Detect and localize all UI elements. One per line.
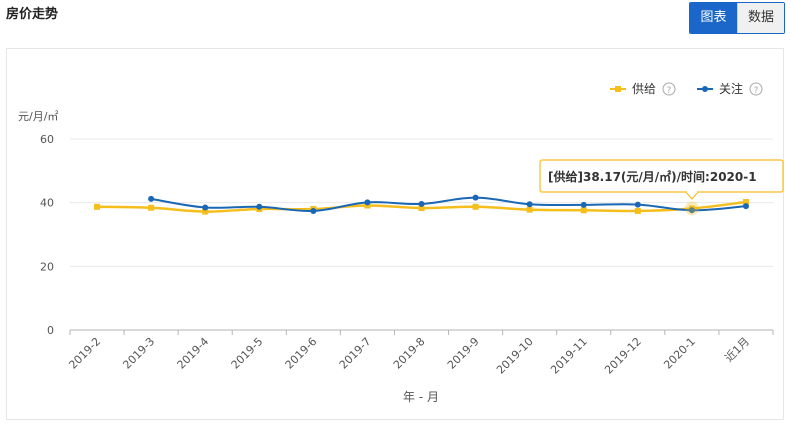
data-point-attention[interactable]: [526, 201, 533, 208]
svg-text:?: ?: [667, 86, 672, 96]
data-point-supply[interactable]: [472, 203, 479, 210]
data-point-attention[interactable]: [148, 195, 155, 202]
data-point-supply[interactable]: [94, 203, 101, 210]
data-point-attention[interactable]: [472, 194, 479, 201]
x-axis-label: 年 - 月: [403, 390, 439, 404]
view-toggle: 图表 数据: [689, 2, 785, 34]
y-tick-label: 40: [40, 197, 54, 210]
x-tick-label: 2019-5: [229, 335, 266, 372]
data-point-supply[interactable]: [742, 199, 749, 206]
data-point-supply[interactable]: [148, 204, 155, 211]
data-point-supply[interactable]: [526, 206, 533, 213]
attention-help-icon[interactable]: ?: [749, 82, 763, 96]
x-tick-label: 2019-6: [283, 335, 320, 372]
y-tick-label: 60: [40, 133, 54, 146]
supply-help-icon[interactable]: ?: [662, 82, 676, 96]
x-tick-label: 2019-9: [445, 335, 482, 372]
y-tick-label: 20: [40, 260, 54, 273]
x-tick-label: 2019-8: [391, 335, 428, 372]
x-tick-label: 近1月: [722, 335, 752, 365]
data-view-button[interactable]: 数据: [737, 3, 784, 33]
legend-attention-marker: [702, 86, 708, 92]
data-point-attention[interactable]: [202, 204, 209, 211]
highlight-halo: [684, 201, 699, 216]
data-point-attention[interactable]: [418, 200, 425, 207]
x-tick-label: 2019-7: [337, 335, 374, 372]
data-point-attention[interactable]: [634, 201, 641, 208]
data-point-supply[interactable]: [202, 208, 209, 215]
data-point-supply[interactable]: [364, 202, 371, 209]
svg-text:?: ?: [754, 86, 759, 96]
y-axis-label: 元/月/㎡: [18, 110, 58, 123]
data-point-supply[interactable]: [580, 207, 587, 214]
chart-panel: [6, 48, 784, 420]
page-title: 房价走势: [6, 7, 59, 22]
tooltip-pointer: [685, 191, 699, 200]
x-tick-label: 2019-12: [602, 335, 644, 377]
data-point-attention[interactable]: [580, 201, 587, 208]
legend-item-attention[interactable]: 关注: [697, 81, 743, 96]
data-point-supply[interactable]: [418, 205, 425, 212]
x-tick-label: 2019-10: [494, 335, 536, 377]
legend-attention-label: 关注: [719, 81, 743, 96]
data-tooltip: [供给]38.17(元/月/㎡)/时间:2020-1: [539, 159, 784, 200]
x-tick-label: 2019-4: [175, 335, 212, 372]
chart-view-button[interactable]: 图表: [690, 3, 737, 33]
data-point-attention[interactable]: [742, 203, 749, 210]
legend-item-supply[interactable]: 供给: [610, 82, 656, 96]
x-tick-label: 2019-2: [66, 335, 103, 372]
x-tick-label: 2020-1: [661, 335, 698, 372]
tooltip-box: [539, 159, 784, 193]
data-point-attention[interactable]: [688, 207, 695, 214]
data-point-attention[interactable]: [256, 203, 263, 210]
chart-legend: 供给 ? 关注 ?: [610, 81, 763, 96]
legend-supply-label: 供给: [632, 82, 656, 96]
x-tick-label: 2019-3: [120, 335, 157, 372]
tooltip-text: [供给]38.17(元/月/㎡)/时间:2020-1: [548, 169, 757, 184]
data-point-attention[interactable]: [310, 207, 317, 214]
x-tick-label: 2019-11: [548, 335, 590, 377]
data-point-supply[interactable]: [634, 207, 641, 214]
legend-supply-marker: [615, 86, 621, 92]
data-point-attention[interactable]: [364, 199, 371, 206]
y-tick-label: 0: [47, 324, 54, 337]
series-line-attention: [150, 196, 747, 213]
